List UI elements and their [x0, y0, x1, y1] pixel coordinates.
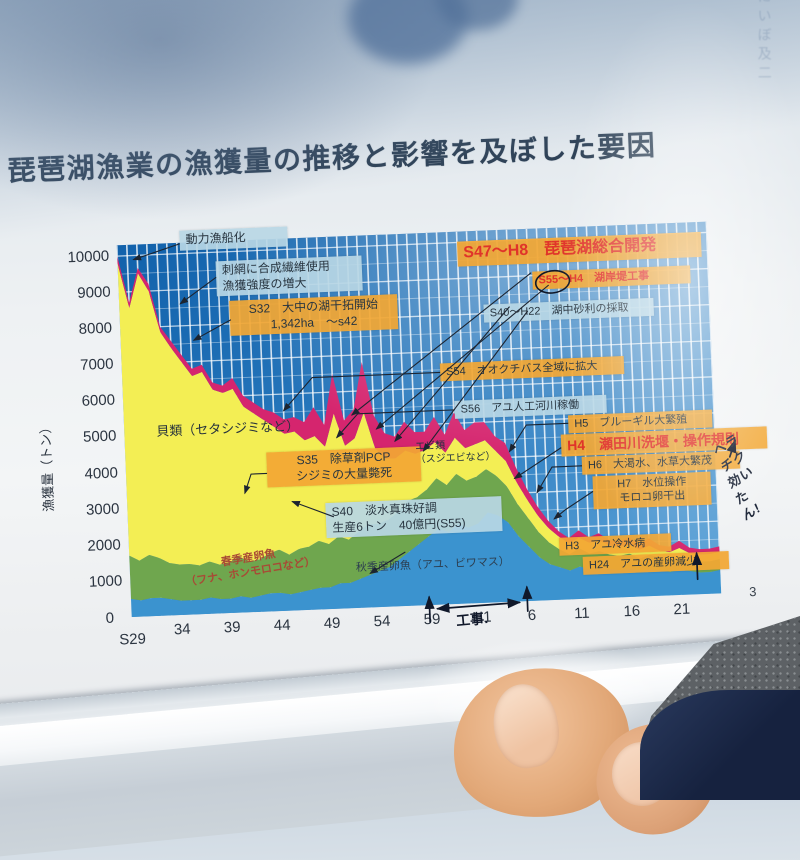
x-tick-label: S29 — [118, 630, 147, 649]
x-tick-label: 6 — [527, 606, 537, 625]
catch-trend-chart: 漁獲量（トン） 10000 9000 8000 7000 6000 5000 4000 300… — [38, 202, 768, 670]
x-tick-label: 54 — [373, 612, 391, 631]
y-tick-label: 9000 — [76, 283, 111, 302]
x-tick-label: 49 — [323, 614, 341, 633]
y-tick-label: 3000 — [85, 500, 120, 519]
y-tick-label: 8000 — [78, 319, 113, 338]
annotation-s32: S32 大中の湖干拓開始 1,342ha ～s42 — [229, 294, 399, 337]
x-tick-label: 59 — [423, 610, 441, 629]
x-tick-label: 39 — [223, 618, 241, 637]
y-tick-label: 4000 — [84, 463, 119, 483]
origin-label: 0 — [105, 609, 115, 628]
y-tick-label: 7000 — [79, 355, 114, 375]
x-tick-label: 11 — [573, 604, 591, 623]
y-tick-label: 2000 — [87, 536, 122, 555]
annotation-s35: S35 除草剤PCP シジミの大量斃死 — [266, 446, 422, 488]
y-tick-label: 10000 — [67, 247, 110, 267]
handwritten-kouji-label: 工事. — [455, 609, 489, 629]
page-title: 琵琶湖漁業の漁獲量の推移と影響を及ぼした要因 — [7, 129, 657, 187]
page-number: 3 — [748, 583, 757, 600]
annotation-sashiami: 刺網に合成繊維使用 漁獲強度の増大 — [215, 255, 363, 297]
y-tick-label: 1000 — [88, 572, 123, 591]
series-label-ebirui: エビ類 （スジエビなど） — [414, 440, 496, 465]
printed-sheet: 琵琶湖漁業の漁獲量の推移と影響を及ぼした要因 漁獲量（トン） 10000 9000… — [7, 0, 773, 670]
annotation-s40pearl: S40 淡水真珠好調 生産6トン 40億円(S55) — [325, 496, 503, 539]
x-tick-label: 21 — [673, 600, 691, 619]
x-tick-label: 16 — [623, 602, 641, 621]
x-tick-label: 34 — [173, 620, 191, 639]
showthrough-text: にいぼ及二 — [756, 0, 773, 85]
y-tick-label: 6000 — [81, 391, 116, 411]
annotation-h7: H7 水位操作 モロコ卵干出 — [592, 471, 712, 509]
y-tick-label: 5000 — [82, 427, 117, 447]
x-tick-label: 44 — [273, 616, 291, 635]
